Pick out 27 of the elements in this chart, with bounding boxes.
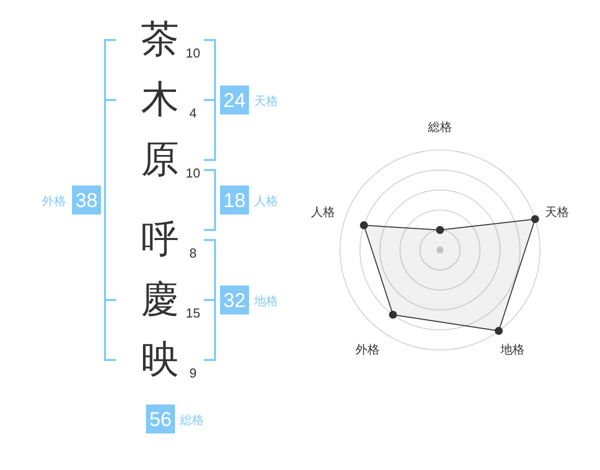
- data-label: 8: [189, 246, 197, 260]
- data-label: 10: [186, 46, 200, 60]
- category-label: 外格: [42, 194, 66, 208]
- category-label: 天格: [254, 94, 278, 108]
- data-label: 32: [223, 290, 246, 312]
- data-label: 15: [186, 306, 200, 320]
- category-label: 総格: [179, 413, 204, 427]
- data-label: 38: [75, 190, 98, 212]
- data-label: 4: [189, 106, 197, 120]
- category-label: 人格: [254, 194, 278, 208]
- category-label: 茶: [141, 19, 179, 61]
- spoke-label: 地格: [499, 342, 524, 357]
- category-label: 映: [141, 339, 179, 381]
- data-label: 10: [186, 166, 200, 180]
- data-label: 24: [223, 90, 246, 112]
- category-label: 原: [141, 139, 179, 181]
- spoke-label: 外格: [356, 342, 380, 357]
- category-label: 呼: [141, 219, 179, 261]
- data-label: 56: [149, 409, 172, 431]
- category-label: 地格: [253, 294, 278, 308]
- category-label: 慶: [141, 279, 179, 321]
- category-label: 木: [141, 79, 179, 121]
- data-label: 18: [223, 190, 246, 212]
- data-label: 9: [189, 366, 197, 380]
- spoke-label: 天格: [544, 204, 569, 219]
- spoke-label: 人格: [311, 204, 336, 219]
- spoke-label: 総格: [427, 120, 452, 134]
